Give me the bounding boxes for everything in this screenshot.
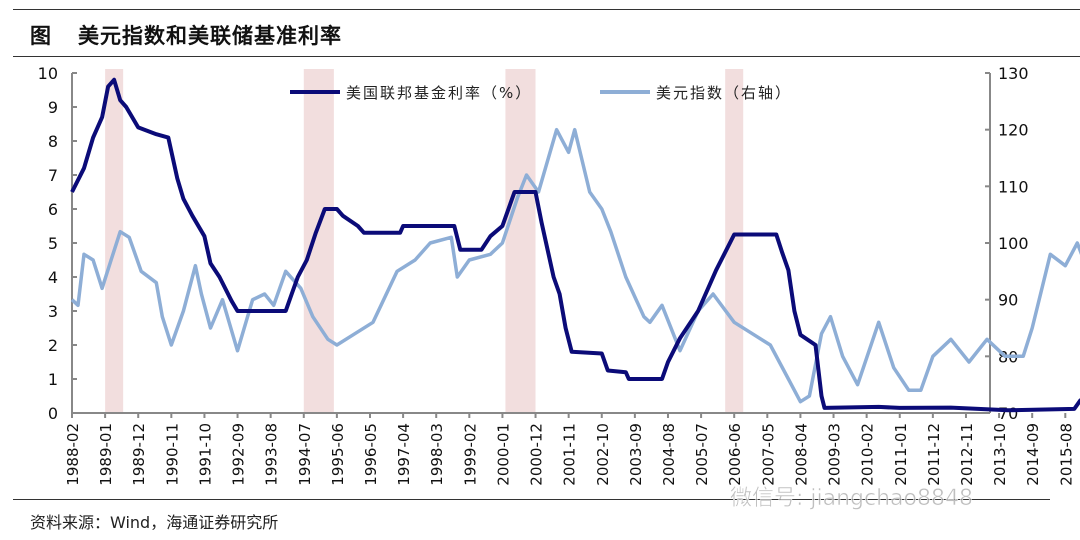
watermark: 微信号: jiangchao8848 [730, 486, 974, 512]
x-tick-label: 2002-10 [594, 423, 612, 486]
x-tick-label: 2010-02 [859, 423, 877, 486]
series-line-left [70, 77, 1080, 413]
x-tick-label: 2011-01 [892, 423, 910, 486]
figure-label: 图 [30, 23, 52, 48]
left-tick-label: 2 [48, 336, 58, 355]
legend-label: 美元指数（右轴） [656, 84, 792, 102]
source-note: 资料来源：Wind，海通证券研究所 [30, 513, 279, 532]
x-tick-label: 2003-09 [627, 423, 645, 486]
right-tick-label: 120 [998, 121, 1029, 140]
right-tick-label: 70 [998, 404, 1018, 423]
bottom-rule [13, 499, 1050, 500]
left-tick-label: 10 [38, 64, 58, 83]
title-text: 美元指数和美联储基准利率 [78, 23, 342, 48]
left-tick-label: 0 [48, 404, 58, 423]
left-tick-label: 4 [48, 268, 58, 287]
top-rule [13, 9, 1080, 10]
left-tick-label: 5 [48, 234, 58, 253]
x-tick-label: 2005-07 [693, 423, 711, 486]
x-tick-label: 1994-07 [296, 423, 314, 486]
left-tick-label: 8 [48, 132, 58, 151]
x-tick-label: 1988-02 [64, 423, 82, 486]
x-tick-label: 2006-06 [726, 423, 744, 486]
x-tick-label: 1998-03 [428, 423, 446, 486]
x-tick-label: 1997-04 [395, 423, 413, 486]
legend-label: 美国联邦基金利率（%） [346, 84, 532, 102]
x-tick-label: 1991-10 [196, 423, 214, 486]
right-tick-label: 130 [998, 64, 1029, 83]
x-tick-label: 2009-03 [826, 423, 844, 486]
x-tick-label: 2000-01 [494, 423, 512, 486]
x-tick-label: 2013-10 [991, 423, 1009, 486]
x-tick-label: 1990-11 [163, 423, 181, 486]
x-tick-label: 1999-02 [461, 423, 479, 486]
x-tick-label: 1995-06 [329, 423, 347, 486]
left-tick-label: 3 [48, 302, 58, 321]
shaded-period [725, 69, 744, 413]
x-tick-label: 1993-08 [263, 423, 281, 486]
right-tick-label: 110 [998, 177, 1029, 196]
x-tick-label: 2007-05 [759, 423, 777, 486]
shaded-period [505, 69, 536, 413]
right-tick-label: 90 [998, 291, 1018, 310]
left-tick-label: 7 [48, 166, 58, 185]
x-tick-label: 2000-12 [528, 423, 546, 486]
left-tick-label: 1 [48, 370, 58, 389]
x-tick-label: 2012-11 [958, 423, 976, 486]
x-tick-label: 1996-05 [362, 423, 380, 486]
x-tick-label: 2008-04 [792, 423, 810, 486]
x-tick-label: 1989-01 [97, 423, 115, 486]
left-tick-label: 6 [48, 200, 58, 219]
chart-title: 图 美元指数和美联储基准利率 [30, 20, 342, 50]
left-tick-label: 9 [48, 98, 58, 117]
x-tick-label: 1989-12 [130, 423, 148, 486]
series-line-right [70, 127, 1080, 404]
shaded-period [105, 69, 124, 413]
x-tick-label: 2001-11 [561, 423, 579, 486]
shaded-period [303, 69, 334, 413]
x-tick-label: 2004-08 [660, 423, 678, 486]
x-tick-label: 2015-08 [1057, 423, 1075, 486]
x-tick-label: 2014-09 [1024, 423, 1042, 486]
title-rule [13, 56, 1080, 57]
x-tick-label: 1992-09 [230, 423, 248, 486]
x-tick-label: 2011-12 [925, 423, 943, 486]
right-tick-label: 100 [998, 234, 1029, 253]
